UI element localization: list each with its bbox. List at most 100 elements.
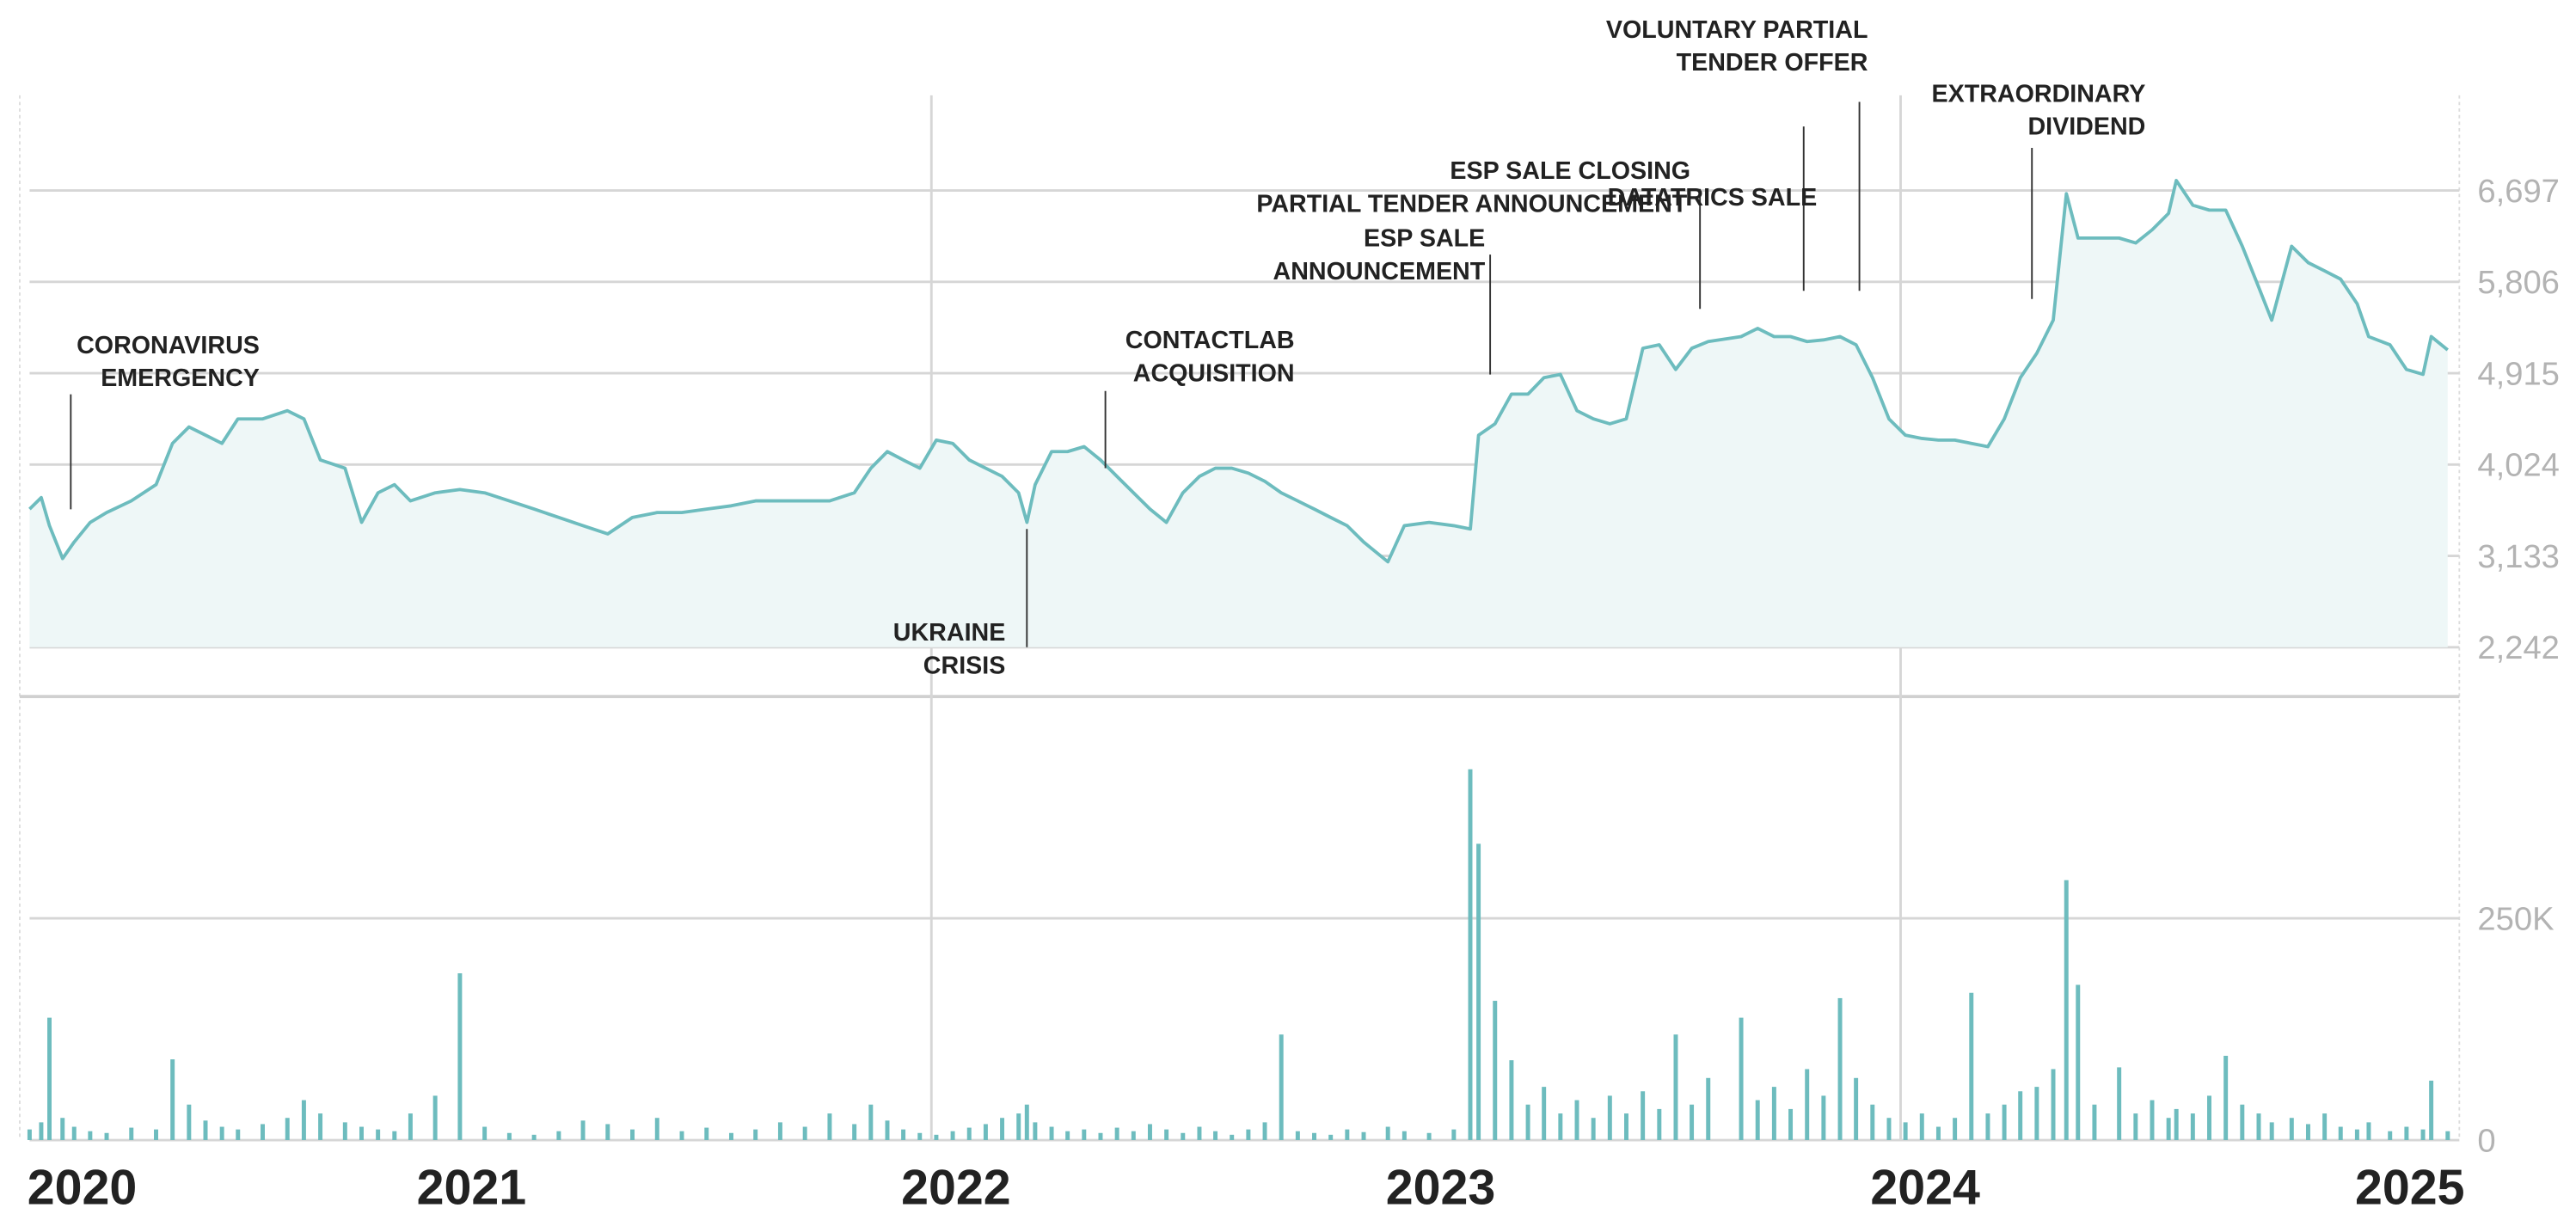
- annotation: DATATRICS SALE: [1608, 126, 1818, 291]
- volume-bar: [408, 1113, 413, 1141]
- volume-bar: [2076, 984, 2081, 1141]
- volume-bar: [1837, 997, 1843, 1141]
- volume-bar: [1903, 1122, 1908, 1141]
- volume-bar: [1886, 1118, 1892, 1141]
- annotation-text: CONTACTLAB: [1125, 327, 1295, 354]
- y-tick-label: 4,915: [2477, 355, 2560, 392]
- annotation-text: VOLUNTARY PARTIAL: [1606, 16, 1868, 44]
- volume-bar: [1000, 1118, 1005, 1141]
- annotation: CONTACTLAB ACQUISITION: [1104, 327, 1295, 469]
- volume-bar: [2388, 1131, 2393, 1141]
- volume-bar: [1401, 1131, 1407, 1141]
- volume-bar: [1953, 1118, 1958, 1141]
- volume-bar: [203, 1120, 208, 1141]
- y-tick-label: 2,242: [2477, 629, 2560, 666]
- volume-bar: [1607, 1095, 1612, 1141]
- volume-bar: [885, 1120, 890, 1141]
- annotation-text: UKRAINE: [893, 619, 1006, 647]
- volume-bar: [39, 1122, 44, 1141]
- volume-bar: [359, 1126, 364, 1141]
- volume-bar: [580, 1120, 586, 1141]
- volume-bar: [1854, 1077, 1859, 1141]
- volume-bar: [301, 1100, 306, 1141]
- volume-bar: [704, 1127, 709, 1141]
- annotation: CORONAVIRUS EMERGENCY: [70, 332, 260, 510]
- annotation: EXTRAORDINARY DIVIDEND: [1931, 80, 2145, 299]
- x-tick-label: 2021: [417, 1161, 526, 1214]
- volume-bar: [1706, 1077, 1711, 1141]
- volume-bar: [1385, 1126, 1390, 1141]
- volume-bar: [1690, 1104, 1695, 1141]
- volume-bar: [1935, 1126, 1941, 1141]
- annotation-text: EMERGENCY: [101, 365, 260, 392]
- volume-bar: [934, 1134, 939, 1141]
- volume-bar: [1033, 1122, 1038, 1141]
- x-tick-label: 2023: [1386, 1161, 1496, 1214]
- volume-bar: [1451, 1129, 1457, 1141]
- y2-tick-label: 250K: [2477, 900, 2555, 937]
- y2-tick-label: 0: [2477, 1122, 2495, 1159]
- annotation-text: ESP SALE: [1364, 225, 1485, 253]
- x-tick-label: 2025: [2355, 1161, 2465, 1214]
- volume-bar: [2269, 1122, 2274, 1141]
- volume-bar: [2305, 1124, 2310, 1141]
- y-tick-label: 6,697: [2477, 173, 2560, 210]
- volume-bar: [1476, 843, 1481, 1141]
- annotation-text: EXTRAORDINARY: [1931, 80, 2145, 107]
- volume-bar: [1969, 992, 1974, 1141]
- annotation: ESP SALE CLOSING: [1450, 157, 1702, 310]
- volume-bar: [1328, 1134, 1334, 1141]
- volume-bar: [901, 1129, 906, 1141]
- annotation-text: DATATRICS SALE: [1608, 184, 1818, 212]
- volume-bar: [285, 1118, 290, 1141]
- volume-bar: [1788, 1108, 1794, 1141]
- volume-bar: [827, 1113, 832, 1141]
- volume-bar: [531, 1134, 537, 1141]
- volume-bar: [432, 1095, 438, 1141]
- volume-bar: [2018, 1091, 2023, 1141]
- volume-bar: [104, 1132, 109, 1141]
- volume-bar: [1213, 1131, 1218, 1141]
- y-tick-label: 5,806: [2477, 264, 2560, 301]
- price-line: [28, 179, 2449, 564]
- volume-bar: [983, 1124, 988, 1141]
- volume-bar: [729, 1132, 733, 1141]
- volume-bar: [1657, 1108, 1662, 1141]
- volume-bar: [1641, 1091, 1646, 1141]
- annotation-text: ANNOUNCEMENT: [1273, 258, 1486, 285]
- volume-bar: [1821, 1095, 1826, 1141]
- y-tick-label: 4,024: [2477, 447, 2560, 484]
- annotation-text: PARTIAL TENDER ANNOUNCEMENT: [1256, 190, 1687, 218]
- volume-bar: [605, 1124, 610, 1141]
- annotation: ESP SALE ANNOUNCEMENT: [1273, 225, 1492, 375]
- price-area: [29, 180, 2448, 647]
- volume-bar: [376, 1129, 381, 1141]
- volume-bar: [2445, 1131, 2450, 1141]
- volume-bar: [2429, 1080, 2434, 1141]
- volume-bar: [236, 1129, 241, 1141]
- volume-bar: [1509, 1060, 1514, 1141]
- x-tick-label: 2024: [1870, 1161, 1980, 1214]
- annotation-text: CRISIS: [923, 652, 1006, 679]
- volume-bar: [1624, 1113, 1628, 1141]
- volume-bar: [950, 1131, 955, 1141]
- volume-bar: [2223, 1056, 2229, 1141]
- volume-bar: [154, 1129, 158, 1141]
- volume-bar: [1065, 1131, 1070, 1141]
- x-tick-label: 2020: [28, 1161, 137, 1214]
- volume-bar: [2117, 1067, 2122, 1141]
- volume-bar: [1805, 1069, 1810, 1141]
- volume-bar: [852, 1124, 857, 1141]
- volume-bar: [966, 1127, 972, 1141]
- volume-bar: [1558, 1113, 1563, 1141]
- volume-bar: [2322, 1113, 2328, 1141]
- volume-bar: [482, 1126, 488, 1141]
- volume-bar: [2034, 1087, 2039, 1141]
- volume-bar: [1673, 1034, 1678, 1141]
- volume-bar: [654, 1118, 659, 1141]
- volume-bar: [1919, 1113, 1924, 1141]
- volume-bar: [1181, 1132, 1186, 1141]
- volume-bar: [1361, 1131, 1366, 1141]
- annotation-text: TENDER OFFER: [1677, 49, 1868, 77]
